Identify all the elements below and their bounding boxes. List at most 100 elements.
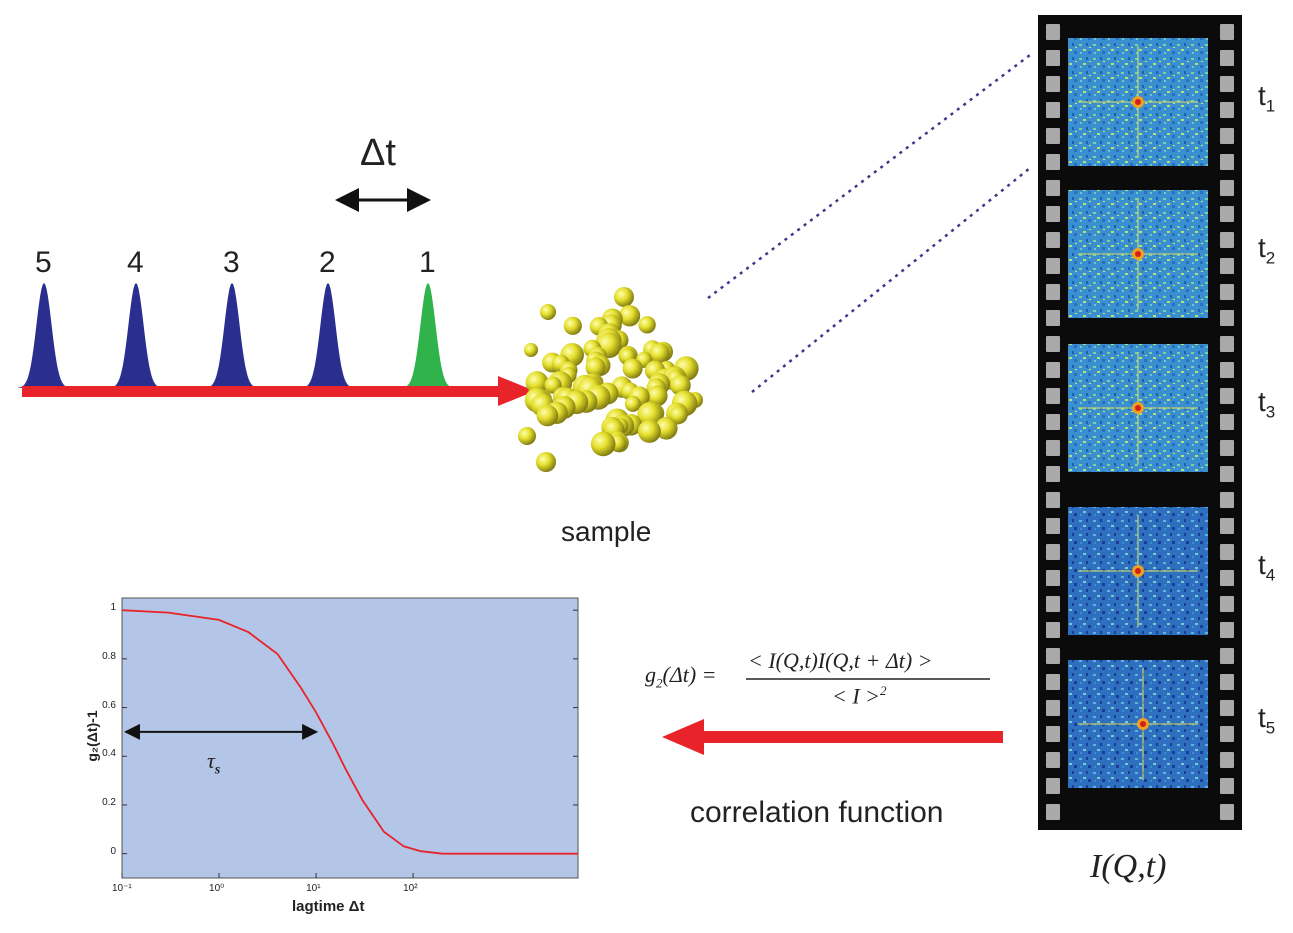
frame-label-1: t1	[1258, 80, 1275, 117]
frame-label-t: t	[1258, 80, 1266, 111]
film-perforation-left	[1046, 128, 1060, 144]
film-perforation-left	[1046, 362, 1060, 378]
pulse-label-2: 2	[319, 246, 336, 279]
film-caption: I(Q,t)	[1090, 848, 1167, 885]
film-perforation-left	[1046, 206, 1060, 222]
film-perforation-right	[1220, 206, 1234, 222]
correlation-function-label: correlation function	[690, 796, 944, 829]
film-perforation-left	[1046, 648, 1060, 664]
correlation-arrow	[662, 719, 1003, 755]
frame-label-sub: 3	[1265, 402, 1276, 422]
pulse-2	[302, 283, 354, 388]
y-tick-label: 0.2	[102, 796, 116, 808]
frame-label-5: t5	[1258, 702, 1275, 739]
sample-particle	[649, 343, 670, 364]
film-perforation-left	[1046, 50, 1060, 66]
frame-label-t: t	[1258, 232, 1266, 263]
projection-line-bottom	[751, 167, 1031, 393]
sample-particle	[637, 419, 661, 443]
film-perforation-right	[1220, 50, 1234, 66]
film-perforation-right	[1220, 362, 1234, 378]
formula-denominator-sup: 2	[880, 683, 887, 698]
chart-plot-area	[121, 597, 579, 879]
film-perforation-right	[1220, 440, 1234, 456]
film-perforation-left	[1046, 674, 1060, 690]
film-perforation-right	[1220, 102, 1234, 118]
film-perforation-left	[1046, 232, 1060, 248]
tau-subscript: s	[214, 762, 221, 778]
speckle-center-core	[1135, 568, 1141, 574]
formula-lhs-sub: 2	[656, 675, 663, 691]
film-perforation-right	[1220, 726, 1234, 742]
pulse-train	[18, 283, 454, 388]
tau-label: τs	[207, 748, 220, 778]
x-tick-label: 10²	[403, 883, 418, 894]
pulse-label-1: 1	[419, 246, 436, 279]
film-perforation-right	[1220, 232, 1234, 248]
film-perforation-right	[1220, 284, 1234, 300]
film-perforation-right	[1220, 752, 1234, 768]
delta-t-label: Δt	[360, 132, 396, 174]
film-strip	[1038, 15, 1242, 830]
film-perforation-right	[1220, 466, 1234, 482]
sample-particle	[655, 417, 678, 440]
film-perforation-right	[1220, 596, 1234, 612]
sample-particle	[525, 371, 549, 394]
formula-denominator: < I >2	[832, 683, 887, 709]
tau-symbol: τ	[207, 747, 215, 773]
frame-label-t: t	[1258, 549, 1266, 580]
sample-particle	[585, 357, 606, 378]
film-perforation-left	[1046, 258, 1060, 274]
film-perforation-left	[1046, 154, 1060, 170]
film-perforation-left	[1046, 336, 1060, 352]
pulse-5	[18, 283, 70, 388]
frame-label-4: t4	[1258, 549, 1275, 586]
y-tick-label: 0	[110, 845, 116, 857]
sample-particle	[614, 287, 634, 307]
sample-particle	[637, 401, 663, 428]
film-perforation-left	[1046, 700, 1060, 716]
film-perforation-left	[1046, 102, 1060, 118]
frame-label-3: t3	[1258, 386, 1275, 423]
film-perforation-right	[1220, 518, 1234, 534]
film-perforation-right	[1220, 388, 1234, 404]
pulse-label-3: 3	[223, 246, 240, 279]
sample-particle	[524, 343, 538, 357]
speckle-center-core	[1135, 99, 1141, 105]
sample-particle	[638, 316, 656, 334]
film-perforation-left	[1046, 544, 1060, 560]
film-perforation-right	[1220, 258, 1234, 274]
formula-lhs-arg: (Δt) =	[662, 662, 717, 687]
film-perforation-left	[1046, 284, 1060, 300]
frame-label-sub: 2	[1265, 248, 1276, 268]
projection-line-top	[707, 54, 1031, 299]
film-perforation-left	[1046, 752, 1060, 768]
beam-arrow	[22, 376, 535, 406]
film-perforation-left	[1046, 596, 1060, 612]
film-perforation-left	[1046, 804, 1060, 820]
sample-particle	[647, 385, 668, 407]
frame-label-t: t	[1258, 702, 1266, 733]
film-perforation-right	[1220, 180, 1234, 196]
speckle-center-core	[1135, 405, 1141, 411]
speckle-center-core	[1140, 721, 1146, 727]
y-axis-label: g₂(Δt)-1	[84, 710, 100, 762]
pulse-1	[402, 283, 454, 388]
sample-particle	[590, 431, 616, 457]
frame-label-sub: 4	[1265, 565, 1276, 585]
sample-particle	[670, 375, 691, 396]
x-tick-label: 10⁰	[209, 883, 225, 894]
frame-label-sub: 5	[1265, 718, 1276, 738]
formula-lhs: g2(Δt) =	[645, 662, 717, 691]
frame-label-t: t	[1258, 386, 1266, 417]
correlation-curve	[121, 609, 578, 855]
y-tick-label: 0.4	[102, 748, 116, 760]
pulse-4	[110, 283, 162, 388]
film-perforation-left	[1046, 24, 1060, 40]
pulse-label-5: 5	[35, 246, 52, 279]
sample-particle	[624, 395, 641, 412]
sample-particle	[540, 304, 556, 320]
sample-particle	[622, 358, 643, 379]
film-perforation-left	[1046, 622, 1060, 638]
